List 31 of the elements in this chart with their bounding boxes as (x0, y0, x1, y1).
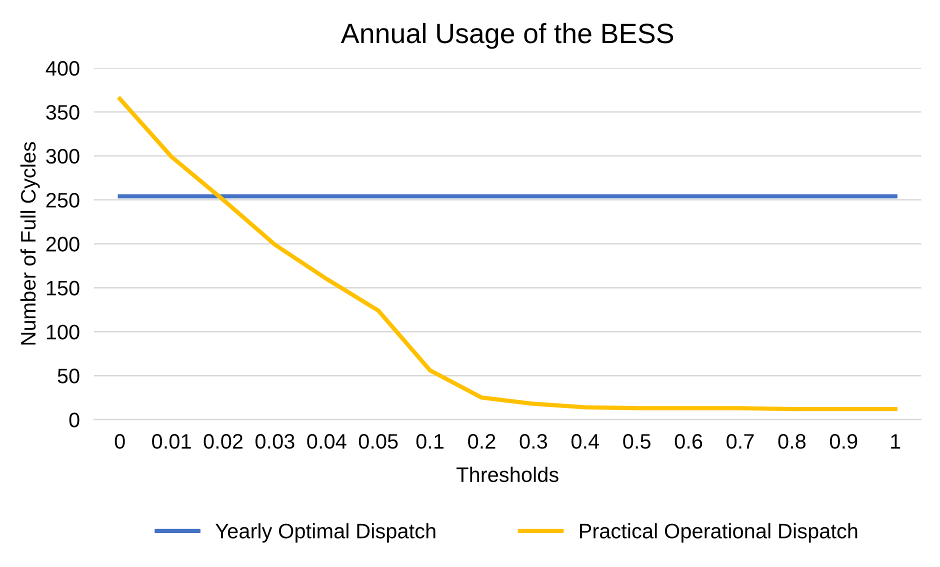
x-tick-label: 0.7 (726, 434, 754, 449)
legend-label: Yearly Optimal Dispatch (216, 523, 436, 543)
x-tick-label: 0.1 (416, 434, 444, 449)
x-tick-label: 0.3 (520, 434, 548, 449)
legend-label: Practical Operational Dispatch (580, 523, 858, 543)
y-tick-label: 50 (58, 368, 80, 384)
x-tick-label: 0.9 (830, 434, 858, 449)
chart-title: Annual Usage of the BESS (340, 22, 674, 49)
x-tick-label: 0.05 (358, 434, 398, 449)
x-tick-label: 0 (114, 434, 125, 449)
y-axis-title: Number of Full Cycles (20, 142, 40, 345)
y-tick-label: 0 (69, 412, 80, 428)
y-tick-label: 200 (46, 236, 80, 252)
y-tick-label: 150 (46, 280, 80, 296)
line-series (118, 96, 898, 412)
x-tick-label: 0.4 (571, 434, 600, 449)
x-tick-label: 0.5 (623, 434, 650, 449)
x-tick-label: 0.01 (152, 434, 191, 449)
x-tick-label: 0.6 (674, 434, 702, 449)
x-tick-label: 1 (891, 434, 900, 449)
y-tick-label: 250 (46, 192, 80, 208)
x-tick-label: 0.04 (307, 434, 346, 449)
y-tick-label: 350 (46, 104, 80, 120)
x-tick-label: 0.8 (778, 434, 806, 449)
x-tick-label: 0.02 (204, 434, 242, 449)
x-axis-title: Thresholds (456, 466, 558, 482)
y-tick-label: 400 (46, 61, 80, 76)
y-tick-label: 100 (46, 324, 80, 340)
y-tick-label: 300 (46, 148, 80, 164)
x-tick-label: 0.2 (468, 434, 496, 449)
x-tick-label: 0.03 (255, 434, 294, 449)
